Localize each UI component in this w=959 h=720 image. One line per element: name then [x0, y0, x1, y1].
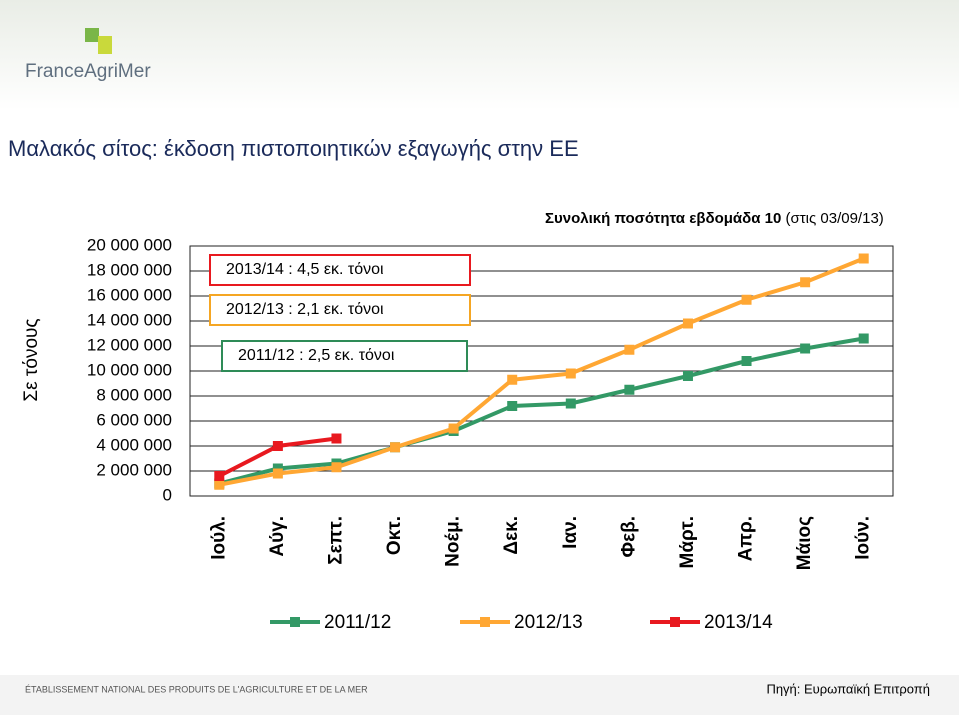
x-tick-label: Μάιος: [794, 516, 815, 570]
point-marker: [624, 384, 635, 395]
legend-swatch-marker: [480, 617, 490, 627]
footer-band: [0, 675, 959, 715]
point-marker: [507, 401, 518, 411]
logo: FranceAgriMer: [25, 61, 151, 82]
point-marker: [565, 368, 576, 379]
legend-label: 2012/13: [514, 612, 583, 633]
point-marker: [507, 374, 518, 385]
point-marker: [565, 398, 576, 409]
summary-box: [209, 254, 471, 286]
y-tick-label: 6 000 000: [96, 410, 172, 429]
summary-text: 2011/12 : 2,5 εκ. τόνοι: [238, 347, 395, 364]
x-tick-label: Νοέμ.: [443, 516, 464, 567]
point-marker: [682, 371, 693, 381]
y-tick-label: 0: [163, 485, 172, 504]
legend-swatch-marker: [670, 617, 680, 627]
point-marker: [741, 294, 752, 305]
y-tick-label: 14 000 000: [87, 310, 172, 329]
annotation: Συνολική ποσότητα εβδομάδα 10 (στις 03/0…: [545, 210, 884, 227]
y-tick-label: 4 000 000: [96, 435, 172, 454]
x-tick-label: Ιαν.: [560, 516, 581, 549]
header-band: [0, 0, 959, 110]
point-marker: [624, 344, 635, 355]
y-tick-label: 2 000 000: [96, 460, 172, 479]
point-marker: [272, 468, 283, 479]
y-tick-label: 18 000 000: [87, 260, 172, 279]
point-marker: [331, 462, 342, 473]
logo-icon: [85, 28, 99, 42]
summary-box: [221, 340, 468, 372]
point-marker: [858, 333, 869, 344]
point-marker: [858, 253, 869, 264]
plot-border: [189, 245, 894, 497]
footer-institution: ÉTABLISSEMENT NATIONAL DES PRODUITS DE L…: [25, 684, 368, 694]
x-tick-label: Ιούλ.: [208, 516, 229, 560]
y-tick-label: 12 000 000: [87, 335, 172, 354]
annotation-text: Συνολική ποσότητα εβδομάδα 10: [545, 210, 781, 227]
legend-label: 2013/14: [704, 612, 773, 633]
annotation-note: (στις 03/09/13): [785, 210, 883, 227]
x-tick-label: Σεπτ.: [325, 516, 346, 565]
chart-title: Μαλακός σίτος: έκδοση πιστοποιητικών εξα…: [8, 136, 579, 161]
point-marker: [682, 318, 693, 329]
point-marker: [448, 423, 459, 434]
point-marker: [741, 356, 752, 366]
point-marker: [272, 441, 283, 451]
x-tick-label: Φεβ.: [618, 516, 639, 558]
summary-box: [209, 294, 471, 326]
footer-source: Πηγή: Ευρωπαϊκή Επιτροπή: [766, 681, 930, 696]
legend-label: 2011/12: [324, 612, 391, 633]
point-marker: [390, 442, 401, 453]
x-tick-label: Ιούν.: [853, 516, 874, 560]
point-marker: [800, 277, 811, 288]
y-tick-label: 20 000 000: [87, 235, 172, 254]
point-marker: [331, 433, 342, 444]
y-tick-label: 10 000 000: [87, 360, 172, 379]
y-axis-label: Σε τόνους: [21, 318, 42, 401]
summary-text: 2012/13 : 2,1 εκ. τόνοι: [226, 301, 384, 318]
x-tick-label: Δεκ.: [501, 516, 522, 555]
series-line: [218, 336, 865, 486]
summary-text: 2013/14 : 4,5 εκ. τόνοι: [226, 261, 384, 278]
x-tick-label: Μάρτ.: [677, 516, 698, 569]
logo-icon: [98, 36, 112, 54]
x-tick-label: Οκτ.: [384, 516, 405, 555]
y-tick-label: 16 000 000: [87, 285, 172, 304]
series-line: [218, 256, 865, 487]
x-tick-label: Αύγ.: [267, 516, 288, 557]
legend-swatch-marker: [290, 617, 300, 627]
y-tick-label: 8 000 000: [96, 385, 172, 404]
x-tick-label: Απρ.: [736, 516, 757, 561]
point-marker: [214, 471, 225, 481]
point-marker: [214, 479, 225, 490]
point-marker: [800, 343, 811, 354]
